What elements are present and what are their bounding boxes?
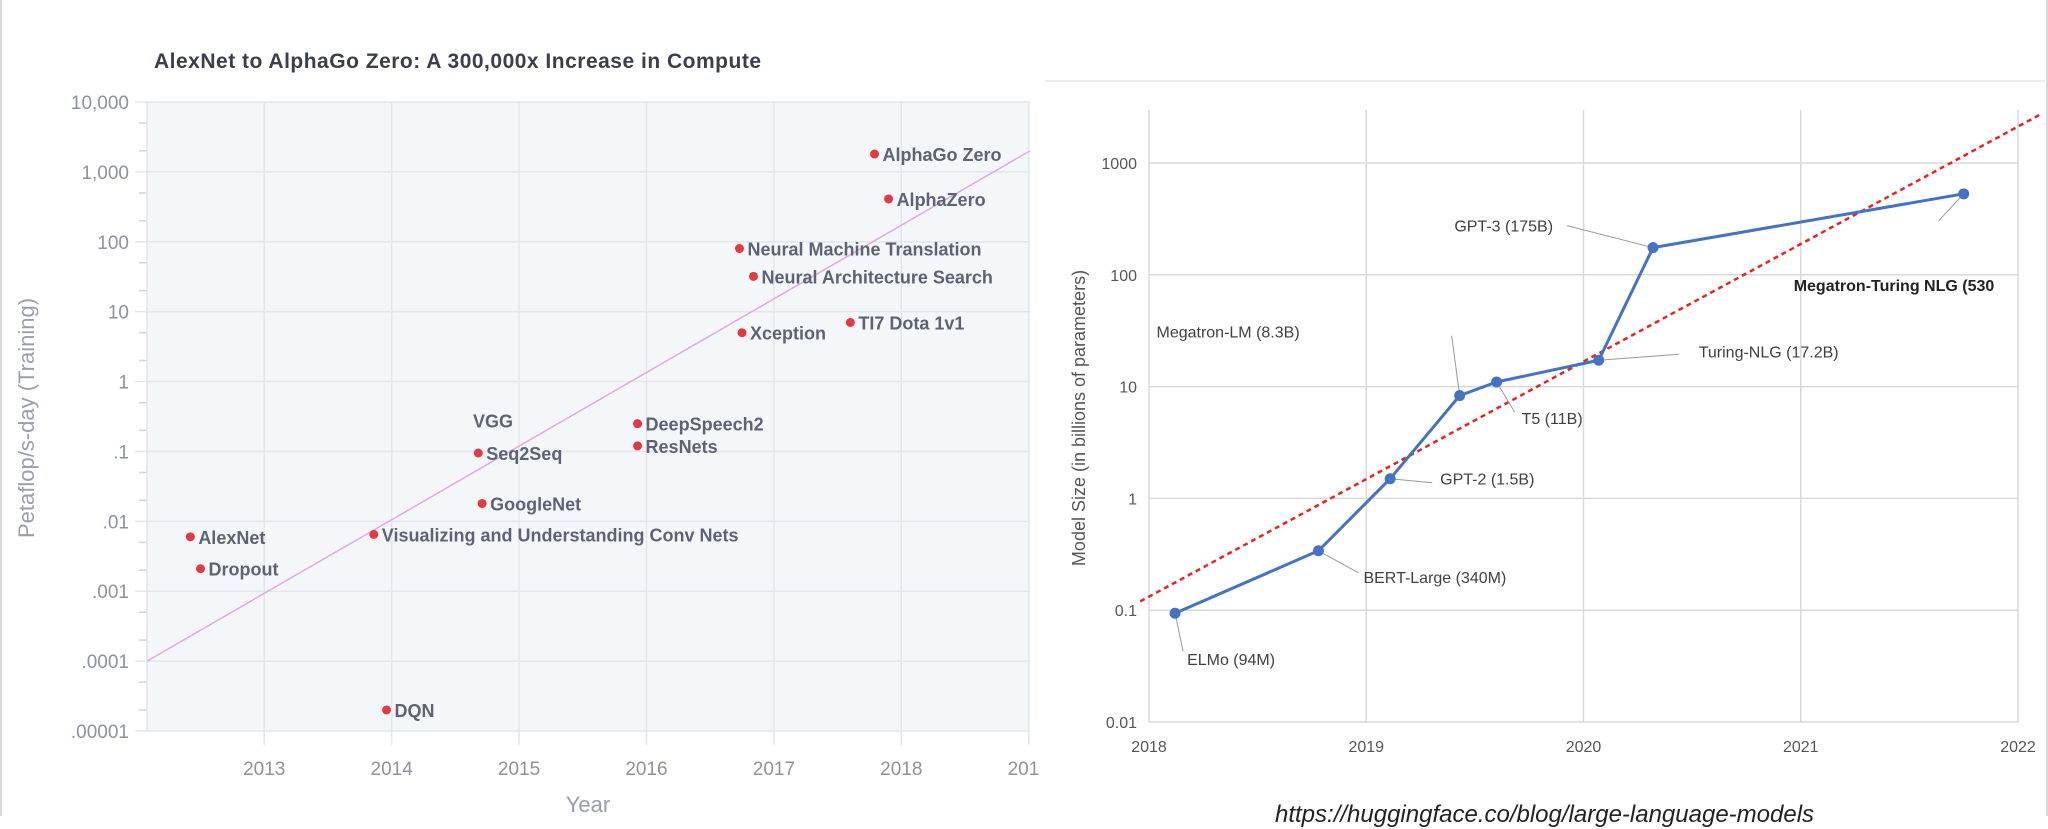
leader-line [1496,381,1516,413]
point-label: Visualizing and Understanding Conv Nets [382,525,739,545]
data-point [845,317,855,327]
leader-line [1566,225,1654,249]
x-axis-title: Year [566,792,610,816]
data-point [1593,354,1605,366]
compute-chart: AlexNet to AlphaGo Zero: A 300,000x Incr… [14,50,1050,816]
trend-line [146,150,1031,662]
data-point [1312,545,1324,557]
point-label: Turing-NLG (17.2B) [1699,344,1839,361]
data-point [870,149,880,159]
x-tick-label: 2022 [2000,739,2036,756]
y-tick-label: 10 [1119,380,1137,397]
point-label: ELMo (94M) [1187,652,1275,669]
data-point [185,532,195,542]
y-axis-title: Petaflop/s-day (Training) [14,298,39,538]
x-tick-label: 2019 [1008,759,1050,780]
data-point [477,498,487,508]
data-point [633,441,643,451]
point-label: AlphaGo Zero [883,145,1002,165]
point-label: Dropout [209,560,279,580]
point-label: VGG [473,411,513,431]
point-label: Seq2Seq [486,444,562,464]
data-point [369,529,379,539]
data-point [633,419,643,429]
y-tick-label: 100 [1110,268,1137,285]
point-label: DQN [395,701,435,721]
data-point [884,194,894,204]
y-tick-label: .01 [103,512,129,533]
y-tick-label: .00001 [71,722,129,743]
leader-line [1390,478,1433,484]
point-label: Xception [750,324,826,344]
leader-line [1938,193,1965,222]
data-point [734,244,744,254]
x-tick-label: 2016 [625,759,667,780]
right-border [2046,0,2048,816]
x-tick-label: 2019 [1348,739,1384,756]
data-point [1454,390,1466,402]
point-label: Megatron-Turing NLG (530 [1794,278,1995,295]
y-tick-label: .0001 [81,652,129,673]
y-tick-label: 1 [118,373,129,394]
leader-line [1318,550,1359,574]
data-point [737,328,747,338]
leader-line [1451,335,1461,396]
x-tick-label: 2018 [1131,739,1167,756]
point-label: Neural Architecture Search [762,267,993,287]
y-tick-label: 1 [1128,491,1137,508]
leader-line [1174,613,1184,652]
data-point [1647,242,1659,254]
data-point [1958,188,1970,200]
point-label: Megatron-LM (8.3B) [1156,325,1299,342]
model-size-chart: Model Size (in billions of parameters) 2… [1045,80,2045,756]
y-tick-label: 10,000 [71,93,129,114]
data-point [749,271,759,281]
point-label: ResNets [646,437,718,457]
data-point [1384,473,1396,485]
chart-title: AlexNet to AlphaGo Zero: A 300,000x Incr… [154,50,762,73]
point-label: AlphaZero [897,190,986,210]
point-label: GPT-3 (175B) [1454,219,1553,236]
data-point [382,705,392,715]
x-tick-label: 2018 [880,759,922,780]
y-tick-label: 10 [108,303,129,324]
x-tick-label: 2015 [498,759,540,780]
series-line [1174,192,1964,615]
point-label: GPT-2 (1.5B) [1440,472,1534,489]
point-label: GoogleNet [490,494,581,514]
point-label: BERT-Large (340M) [1363,570,1506,587]
y-tick-label: 1000 [1101,156,1137,173]
data-point [1491,376,1503,388]
y-tick-label: 1,000 [81,163,129,184]
plot-area [147,102,1030,731]
trend-line [1139,113,2041,603]
y-axis-title: Model Size (in billions of parameters) [1069,270,1089,566]
point-label: Neural Machine Translation [747,240,981,260]
point-label: DeepSpeech2 [646,415,764,435]
x-tick-label: 2013 [243,759,285,780]
point-label: T5 (11B) [1522,411,1583,428]
y-tick-label: 100 [97,233,129,254]
point-label: AlexNet [198,528,265,548]
x-tick-label: 2014 [371,759,414,780]
data-point [1169,607,1181,619]
data-point [196,564,206,574]
x-tick-label: 2017 [753,759,795,780]
x-tick-label: 2020 [1566,739,1602,756]
y-tick-label: 0.1 [1115,603,1137,620]
point-label: TI7 Dota 1v1 [858,313,964,333]
y-tick-label: 0.01 [1106,715,1137,732]
left-border [0,0,2,816]
leader-line [1598,353,1679,361]
x-tick-label: 2021 [1783,739,1819,756]
y-tick-label: .001 [92,582,129,603]
source-caption: https://huggingface.co/blog/large-langua… [1275,801,1815,828]
data-point [473,448,483,458]
y-tick-label: .1 [113,442,129,463]
